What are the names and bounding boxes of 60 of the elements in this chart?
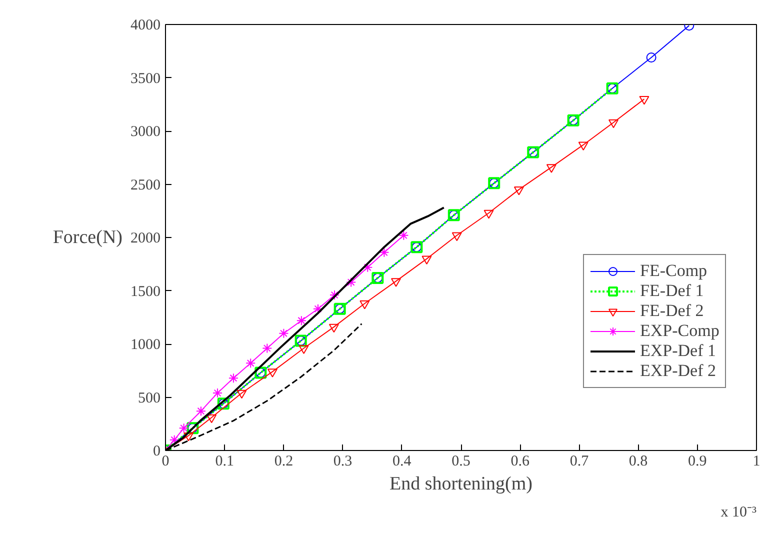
point [608, 119, 618, 128]
y-tick-label: 1000 [130, 337, 160, 353]
point [578, 142, 588, 151]
x-tick-label: 0.2 [274, 454, 294, 470]
x-tick-label: 0.7 [570, 454, 590, 470]
x-tick-label: 0.4 [392, 454, 412, 470]
point [379, 247, 390, 258]
point [390, 278, 401, 287]
x-tick-label: 0.8 [628, 454, 648, 470]
point [212, 388, 223, 398]
y-tick-label: 0 [153, 444, 160, 460]
point [330, 290, 340, 300]
x-tick-label: 0.6 [510, 454, 530, 470]
legend-label: EXP-Def 2 [640, 361, 716, 381]
point [267, 368, 278, 378]
point [346, 277, 356, 288]
y-tick-label: 2500 [130, 177, 160, 194]
point [546, 164, 556, 173]
point [452, 232, 462, 242]
point [298, 345, 309, 354]
legend-label: EXP-Comp [640, 321, 720, 341]
x-tick-label: 0.9 [688, 454, 707, 470]
x-tick-label: 0.3 [333, 454, 352, 470]
y-tick-label: 3500 [130, 70, 160, 87]
point [360, 300, 370, 310]
point [362, 262, 373, 272]
point [646, 52, 656, 63]
x-tick-label: 0.1 [215, 454, 234, 470]
legend-label: EXP-Def 1 [640, 341, 716, 361]
point [206, 414, 217, 424]
point [296, 316, 306, 326]
legend-label: FE-Comp [640, 261, 708, 281]
x-tick-label: 1 [752, 454, 760, 470]
point [228, 373, 238, 384]
y-tick-label: 500 [138, 390, 160, 406]
point [639, 96, 650, 105]
point [514, 186, 524, 196]
point [328, 324, 339, 333]
point [184, 432, 194, 442]
point [312, 304, 323, 314]
legend-label: FE-Def 2 [640, 301, 704, 321]
y-tick-label: 3000 [130, 124, 160, 140]
y-tick-label: 4000 [130, 18, 160, 34]
point [196, 406, 206, 416]
x-axis-title: End shortening(m) [390, 474, 533, 494]
point [169, 434, 180, 445]
point [484, 210, 494, 219]
x-tick-label: 0.5 [452, 454, 470, 470]
point [398, 230, 409, 240]
point [178, 423, 189, 434]
y-tick-label: 1500 [130, 284, 160, 300]
point [236, 390, 247, 399]
point [278, 328, 289, 338]
point [262, 343, 272, 354]
point [246, 358, 256, 368]
y-axis-title: Force(N) [52, 227, 123, 248]
point [422, 256, 432, 264]
text: x 10⁻³ [720, 504, 758, 520]
y-tick-label: 2000 [130, 230, 160, 246]
legend-label: FE-Def 1 [640, 281, 704, 301]
